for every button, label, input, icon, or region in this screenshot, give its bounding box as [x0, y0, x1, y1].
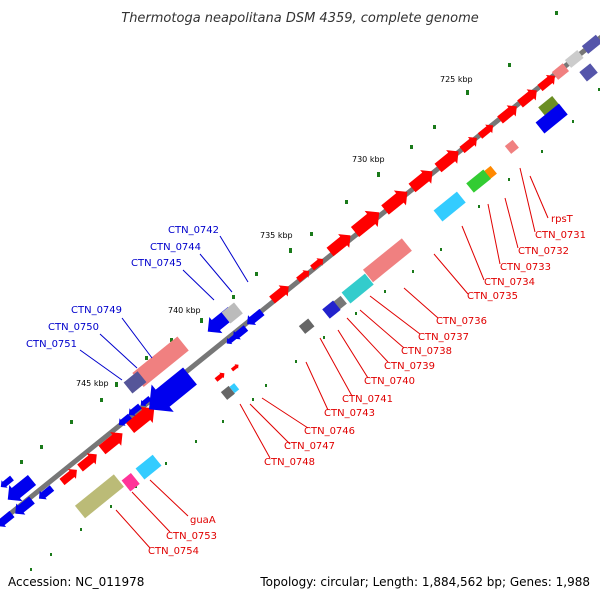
gene-label: CTN_0750	[48, 322, 99, 333]
gene-label: CTN_0737	[418, 332, 469, 343]
gene-label: CTN_0742	[168, 225, 219, 236]
gene-label: CTN_0734	[484, 277, 535, 288]
gene-label: CTN_0736	[436, 316, 487, 327]
gene-label: rpsT	[551, 214, 574, 225]
reverse-labels: CTN_0742 CTN_0744 CTN_0745 CTN_0749 CTN_…	[26, 225, 219, 350]
gene-label: CTN_0735	[467, 291, 518, 302]
summary-text: Topology: circular; Length: 1,884,562 bp…	[259, 575, 590, 589]
gene-label: CTN_0746	[304, 426, 355, 437]
accession-text: Accession: NC_011978	[8, 575, 144, 589]
scale-label: 730 kbp	[352, 155, 385, 164]
scale-labels: 725 kbp 730 kbp 735 kbp 740 kbp 745 kbp	[76, 75, 473, 388]
forward-features	[57, 34, 600, 519]
gene-label: CTN_0733	[500, 262, 551, 273]
forward-leaders	[115, 167, 549, 549]
scale-label: 725 kbp	[440, 75, 473, 84]
gene-label: CTN_0739	[384, 361, 435, 372]
map-title: Thermotoga neapolitana DSM 4359, complet…	[121, 11, 479, 26]
gene-label: CTN_0744	[150, 242, 201, 253]
gene-label: CTN_0753	[166, 531, 217, 542]
gene-label: CTN_0732	[518, 246, 569, 257]
gene-label: CTN_0731	[535, 230, 586, 241]
gene-label: CTN_0751	[26, 339, 77, 350]
gene-label: CTN_0741	[342, 394, 393, 405]
scale-label: 745 kbp	[76, 379, 109, 388]
scale-label: 735 kbp	[260, 231, 293, 240]
gene-label: CTN_0745	[131, 258, 182, 269]
gene-label: CTN_0749	[71, 305, 122, 316]
gene-label: CTN_0738	[401, 346, 452, 357]
gene-label: CTN_0740	[364, 376, 415, 387]
gene-label: guaA	[190, 515, 216, 526]
reverse-features	[0, 63, 598, 532]
forward-labels: rpsT CTN_0731 CTN_0732 CTN_0733 CTN_0734…	[148, 214, 586, 557]
reverse-leaders	[79, 235, 249, 381]
gene-label: CTN_0748	[264, 457, 315, 468]
gene-label: CTN_0747	[284, 441, 335, 452]
scale-label: 740 kbp	[168, 306, 201, 315]
gene-label: CTN_0743	[324, 408, 375, 419]
gene-label: CTN_0754	[148, 546, 199, 557]
